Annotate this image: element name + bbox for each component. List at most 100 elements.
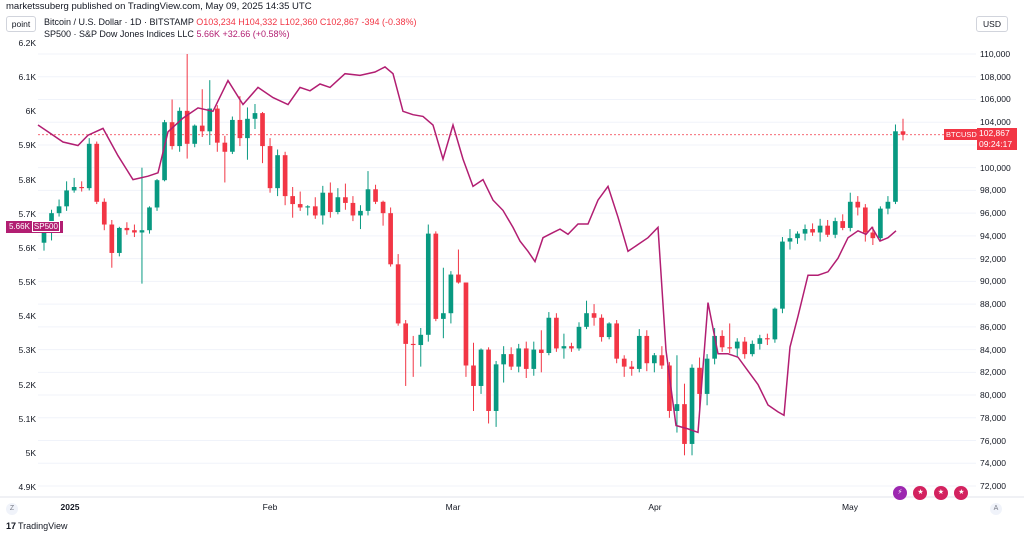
candle[interactable] [780, 237, 785, 314]
candle[interactable] [682, 383, 687, 456]
candle[interactable] [501, 346, 506, 383]
sp500-line[interactable] [37, 66, 897, 434]
candle[interactable] [885, 196, 891, 215]
candle[interactable] [456, 249, 461, 284]
candle[interactable] [862, 204, 868, 242]
candle[interactable] [117, 226, 122, 257]
candle[interactable] [734, 338, 740, 358]
candle[interactable] [508, 347, 514, 371]
candle[interactable] [312, 197, 318, 219]
candle[interactable] [802, 224, 808, 241]
us-flag-icon[interactable]: ★ [954, 486, 969, 500]
candle[interactable] [327, 182, 333, 218]
candle[interactable] [614, 320, 620, 364]
candle[interactable] [584, 300, 589, 330]
candle[interactable] [757, 334, 763, 350]
currency-toggle[interactable]: USD [976, 16, 1008, 32]
candle[interactable] [139, 167, 145, 284]
candle[interactable] [697, 357, 702, 409]
candle[interactable] [516, 343, 522, 373]
candle[interactable] [847, 192, 853, 232]
candle[interactable] [471, 342, 476, 411]
candle[interactable] [282, 151, 288, 206]
candle[interactable] [410, 335, 416, 377]
candle[interactable] [787, 229, 793, 250]
candle[interactable] [538, 330, 544, 373]
candle[interactable] [260, 111, 265, 164]
auto-scale-button[interactable]: A [990, 503, 1002, 515]
candle[interactable] [184, 54, 190, 159]
candle[interactable] [900, 118, 906, 141]
candle[interactable] [403, 320, 409, 386]
candle[interactable] [290, 187, 295, 218]
candle[interactable] [267, 138, 273, 193]
candle[interactable] [388, 207, 393, 267]
candle[interactable] [463, 282, 469, 377]
candle[interactable] [817, 218, 823, 242]
candle[interactable] [727, 323, 733, 353]
candle[interactable] [124, 222, 130, 235]
candle[interactable] [772, 307, 778, 343]
candle[interactable] [486, 347, 491, 424]
candle[interactable] [230, 116, 235, 155]
candle[interactable] [674, 355, 680, 433]
candle[interactable] [94, 141, 100, 205]
candle[interactable] [380, 200, 386, 226]
candle[interactable] [795, 231, 800, 244]
candle[interactable] [749, 340, 755, 357]
candle[interactable] [636, 329, 642, 373]
event-icons[interactable]: ⚡ ★ ★ ★ [893, 481, 970, 500]
candle[interactable] [652, 352, 657, 373]
candle[interactable] [358, 205, 363, 230]
candle[interactable] [433, 231, 439, 322]
candle[interactable] [621, 355, 627, 377]
candle[interactable] [893, 124, 898, 205]
candle[interactable] [192, 124, 198, 148]
candle[interactable] [629, 360, 635, 376]
candle[interactable] [245, 107, 250, 160]
candle[interactable] [448, 271, 454, 324]
candle[interactable] [56, 199, 62, 217]
us-flag-icon[interactable]: ★ [933, 486, 948, 500]
candle[interactable] [147, 206, 152, 234]
candle[interactable] [825, 219, 830, 238]
candle[interactable] [531, 341, 537, 376]
candle[interactable] [689, 364, 695, 456]
candle[interactable] [214, 105, 220, 152]
candle[interactable] [71, 177, 77, 193]
candle[interactable] [840, 214, 846, 231]
us-flag-icon[interactable]: ★ [913, 486, 928, 500]
candle[interactable] [425, 224, 431, 342]
candle[interactable] [365, 171, 371, 216]
candle[interactable] [109, 219, 115, 268]
candle[interactable] [659, 346, 665, 369]
candle[interactable] [765, 333, 770, 346]
candle[interactable] [561, 333, 567, 359]
candle[interactable] [199, 89, 205, 137]
candle[interactable] [252, 104, 258, 130]
candle[interactable] [350, 196, 356, 222]
candle[interactable] [418, 327, 424, 367]
candle[interactable] [742, 337, 748, 359]
candle[interactable] [101, 198, 107, 231]
candle[interactable] [373, 184, 378, 205]
candle[interactable] [878, 206, 883, 241]
candle[interactable] [335, 188, 341, 215]
unit-toggle[interactable]: point [6, 16, 36, 32]
candle[interactable] [395, 254, 401, 326]
candle[interactable] [569, 342, 574, 352]
candle[interactable] [599, 314, 604, 342]
candle[interactable] [64, 181, 69, 211]
candle[interactable] [132, 224, 137, 238]
candle[interactable] [810, 223, 815, 236]
candle[interactable] [644, 330, 650, 372]
candle[interactable] [478, 348, 484, 394]
candle[interactable] [343, 183, 348, 210]
candle[interactable] [855, 196, 861, 216]
candle[interactable] [546, 312, 552, 356]
candle[interactable] [86, 138, 92, 191]
candle[interactable] [305, 205, 311, 216]
candle[interactable] [576, 322, 582, 351]
candle[interactable] [222, 135, 228, 183]
candle[interactable] [320, 185, 326, 225]
